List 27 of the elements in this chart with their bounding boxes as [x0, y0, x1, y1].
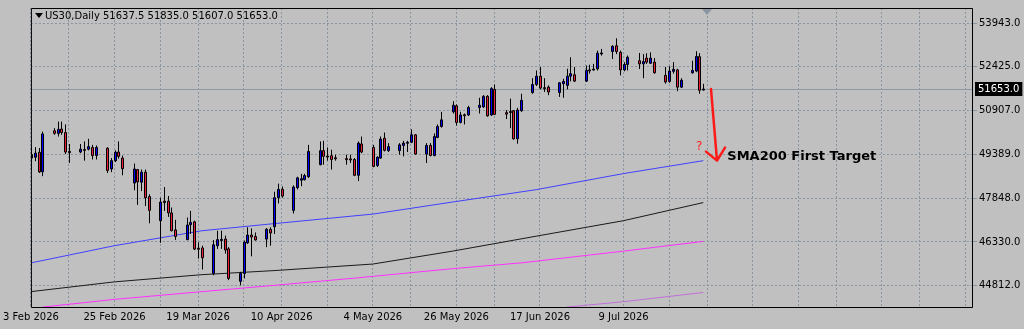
- candlestick: [322, 140, 325, 166]
- x-tick-label: 19 Mar 2026: [166, 310, 230, 322]
- x-tick-label: 25 Feb 2026: [83, 310, 146, 322]
- x-tick-label: 9 Jul 2026: [598, 310, 649, 322]
- y-tick-label: 52425.0: [979, 60, 1021, 72]
- annotation: SMA200 First Target: [727, 148, 877, 164]
- x-tick-label: 3 Feb 2026: [3, 310, 59, 322]
- x-tick-label: 4 May 2026: [343, 310, 403, 322]
- annotation: ?: [696, 138, 703, 153]
- candlestick: [64, 123, 67, 155]
- x-tick-label: 10 Apr 2026: [250, 310, 313, 322]
- candlestick: [698, 52, 701, 95]
- candlestick: [414, 133, 417, 156]
- y-tick-label: 46330.0: [979, 235, 1021, 247]
- y-tick-label: 44812.0: [979, 279, 1021, 291]
- x-tick-label: 17 Jun 2026: [509, 310, 571, 322]
- y-tick-label: 50907.0: [979, 104, 1021, 116]
- chart-title: US30,Daily 51637.5 51835.0 51607.0 51653.0: [44, 9, 278, 21]
- candlestick: [676, 68, 679, 92]
- y-tick-label: 47848.0: [979, 191, 1021, 203]
- ref-line-label: 51653.0: [978, 82, 1020, 94]
- y-tick-label: 53943.0: [979, 16, 1021, 28]
- candlestick: [330, 149, 333, 171]
- candlestick: [193, 220, 196, 251]
- x-tick-label: 26 May 2026: [423, 310, 489, 322]
- candlestick: [455, 103, 458, 127]
- y-tick-label: 49389.0: [979, 147, 1021, 159]
